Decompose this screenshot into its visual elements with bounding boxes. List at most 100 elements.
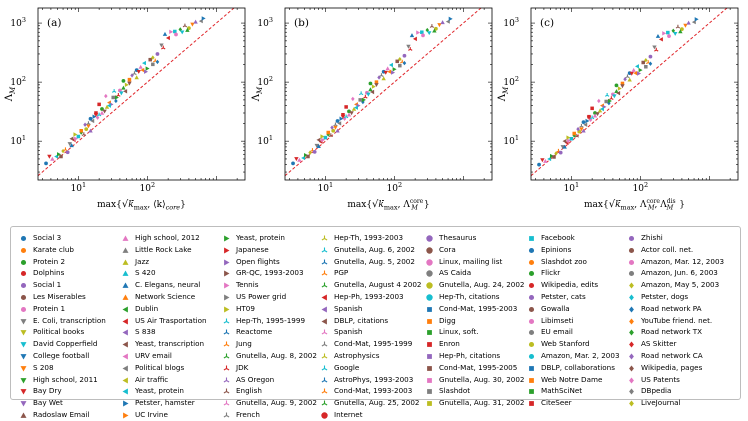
data-point [629, 71, 634, 76]
legend-marker-icon [427, 354, 432, 359]
legend-marker-icon [528, 306, 535, 312]
data-point [581, 128, 586, 133]
data-point [347, 109, 351, 114]
legend-marker [321, 400, 328, 406]
data-point [583, 122, 588, 127]
legend-marker [224, 306, 230, 313]
legend-marker-icon [629, 329, 634, 336]
data-point [391, 70, 396, 75]
data-point [374, 80, 379, 84]
legend-label: David Copperfield [33, 339, 98, 349]
legend-label: Enron [439, 339, 460, 349]
y-tick-label: 101 [257, 134, 273, 147]
data-point [306, 154, 310, 159]
legend-marker [224, 235, 230, 242]
data-point [134, 75, 139, 80]
legend-marker-icon [122, 341, 128, 348]
data-point [162, 31, 168, 36]
data-point [351, 106, 357, 111]
legend-label: Political blogs [135, 362, 185, 372]
legend-marker [223, 365, 230, 371]
figure: 101 102 101 102 103 (a) ΛM max{√kmax, ⟨k⟩core} 1… [4, 7, 741, 419]
panel-label: (b) [294, 17, 309, 29]
legend-marker-icon [20, 235, 27, 242]
legend-label: Petster, dogs [641, 291, 689, 301]
legend-label: Tennis [236, 280, 259, 290]
data-point [368, 87, 373, 92]
data-point [50, 156, 55, 161]
data-point [155, 59, 160, 65]
legend-label: S 838 [135, 327, 156, 337]
panel-c: 101 102 101 102 103 (c) ΛM max{√kmax, Λcore M, Λ… [497, 7, 739, 212]
data-point [589, 115, 595, 120]
legend-marker [321, 365, 328, 371]
legend-marker-icon [426, 282, 433, 289]
y-tick-label: 103 [503, 16, 519, 29]
legend-marker [20, 354, 27, 360]
data-point [65, 150, 70, 155]
legend-label: US Power grid [236, 291, 287, 301]
legend-label: DBpedia [641, 386, 672, 396]
legend-label: Protein 2 [33, 256, 66, 266]
data-point [387, 69, 392, 74]
legend-marker-icon [628, 235, 635, 242]
legend-label: Cond-Mat, 1995-2003 [439, 303, 518, 313]
legend-marker-icon [529, 236, 534, 241]
legend-label: Gnutella, August 4 2002 [334, 280, 422, 290]
legend-marker [426, 270, 433, 278]
legend-marker-icon [223, 365, 230, 371]
legend-marker-icon [426, 247, 433, 254]
data-point [686, 20, 691, 25]
data-point [361, 97, 366, 103]
legend-label: Hep-Th, citations [439, 291, 500, 301]
legend-label: Dolphins [33, 268, 65, 278]
legend-label: Google [334, 362, 360, 372]
data-point [586, 115, 592, 120]
data-point [607, 98, 612, 104]
data-point [344, 105, 348, 109]
legend-marker [223, 341, 230, 347]
axes-frame [284, 7, 493, 181]
legend-label: Dublin [135, 303, 159, 313]
legend-marker-icon [427, 342, 432, 348]
legend-marker-icon [321, 388, 328, 394]
data-point [67, 142, 72, 147]
data-point [420, 30, 424, 34]
data-point [597, 98, 601, 104]
data-point [323, 135, 328, 140]
legend-label: Slashdot zoo [541, 256, 587, 266]
legend-marker-icon [528, 353, 535, 360]
data-point [321, 137, 326, 143]
data-point [694, 17, 699, 22]
legend-marker-icon [224, 235, 230, 242]
data-point [193, 19, 198, 24]
data-point [408, 47, 413, 51]
data-point [111, 89, 117, 93]
legend-label: AstroPhys, 1993-2003 [334, 374, 414, 384]
legend: Social 3 Karate club Protein 2 Dolphins Soci… [10, 226, 741, 419]
legend-marker-icon [321, 235, 328, 241]
data-point [574, 133, 580, 138]
legend-marker-icon [528, 318, 535, 324]
legend-label: Network Science [135, 291, 196, 301]
legend-marker [529, 389, 534, 395]
data-point [562, 138, 567, 144]
legend-marker [20, 247, 27, 253]
data-point [552, 155, 556, 159]
data-point [182, 23, 188, 28]
legend-marker-icon [123, 412, 129, 419]
legend-marker [224, 247, 230, 254]
legend-marker-icon [20, 330, 27, 336]
legend-label: Jazz [135, 256, 150, 266]
data-point [617, 86, 622, 91]
data-point [169, 29, 174, 35]
legend-marker [426, 247, 433, 254]
legend-marker-icon [223, 329, 230, 335]
data-point [678, 29, 683, 34]
data-point [595, 112, 600, 117]
data-point [560, 145, 565, 150]
legend-label: Digg [439, 315, 456, 325]
data-point [93, 113, 99, 117]
data-point [44, 161, 48, 166]
